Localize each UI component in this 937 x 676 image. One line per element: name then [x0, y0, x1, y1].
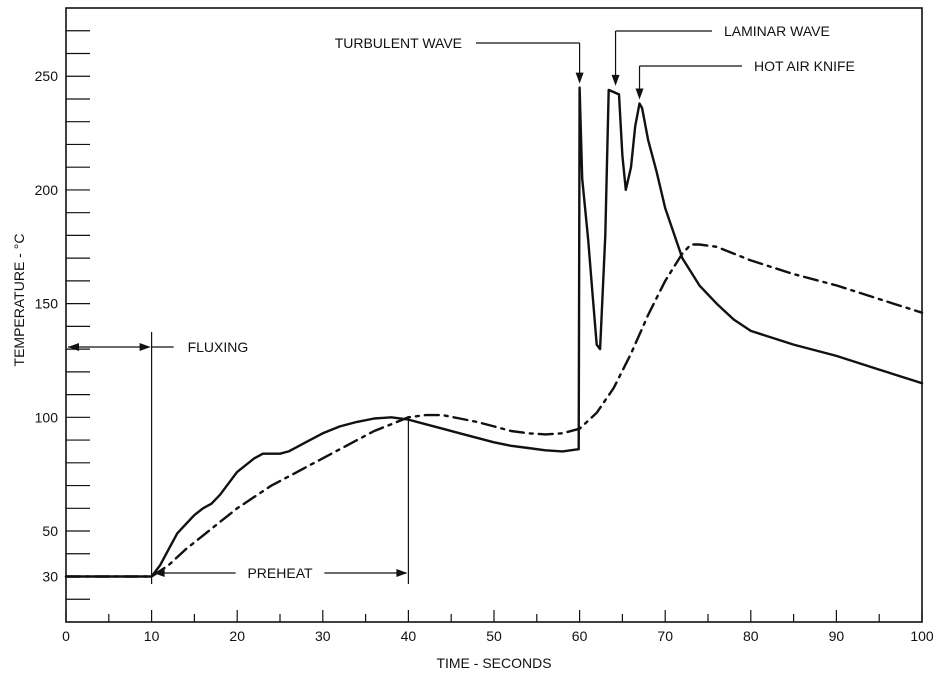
preheat-label: PREHEAT — [247, 565, 313, 581]
y-tick-label: 250 — [35, 68, 59, 84]
fluxing-arrow-right — [139, 343, 151, 351]
x-tick-label: 90 — [829, 628, 845, 644]
plot-frame — [65, 7, 923, 623]
x-tick-label: 70 — [657, 628, 673, 644]
y-ticks: 30 50 100 150 200 250 — [35, 30, 90, 600]
series-dash-dot-line — [64, 243, 924, 578]
laminar-wave-label: LAMINAR WAVE — [724, 23, 830, 39]
turbulent-wave-arrow — [575, 72, 584, 84]
y-axis-title: TEMPERATURE - °C — [11, 234, 27, 367]
x-ticks: 0 10 20 30 40 50 60 70 80 90 100 — [62, 610, 934, 644]
x-tick-label: 100 — [910, 628, 934, 644]
x-tick-label: 60 — [572, 628, 588, 644]
x-tick-label: 40 — [401, 628, 417, 644]
y-tick-label: 150 — [35, 296, 59, 312]
x-axis-title: TIME - SECONDS — [436, 655, 551, 671]
turbulent-wave-label: TURBULENT WAVE — [335, 35, 462, 51]
series-solid-line — [64, 86, 924, 578]
preheat-arrow-left — [153, 569, 165, 577]
hot-air-knife-label: HOT AIR KNIFE — [754, 58, 855, 74]
x-tick-label: 20 — [229, 628, 245, 644]
fluxing-arrow-left — [68, 343, 79, 351]
x-tick-label: 0 — [62, 628, 70, 644]
fluxing-label: FLUXING — [188, 339, 249, 355]
preheat-arrow-right — [396, 569, 408, 577]
y-tick-label: 30 — [42, 569, 58, 585]
y-tick-label: 100 — [35, 409, 59, 425]
hot-air-knife-arrow — [635, 88, 644, 100]
laminar-wave-arrow — [611, 74, 620, 86]
x-tick-label: 80 — [743, 628, 759, 644]
series-layer — [64, 86, 924, 578]
x-tick-label: 50 — [486, 628, 502, 644]
annotation-layer: FLUXING PREHEAT TURBULENT WAVE LAMINAR WAVE… — [68, 23, 855, 584]
x-tick-label: 10 — [144, 628, 160, 644]
x-tick-label: 30 — [315, 628, 331, 644]
y-tick-label: 50 — [42, 523, 58, 539]
y-tick-label: 200 — [35, 182, 59, 198]
